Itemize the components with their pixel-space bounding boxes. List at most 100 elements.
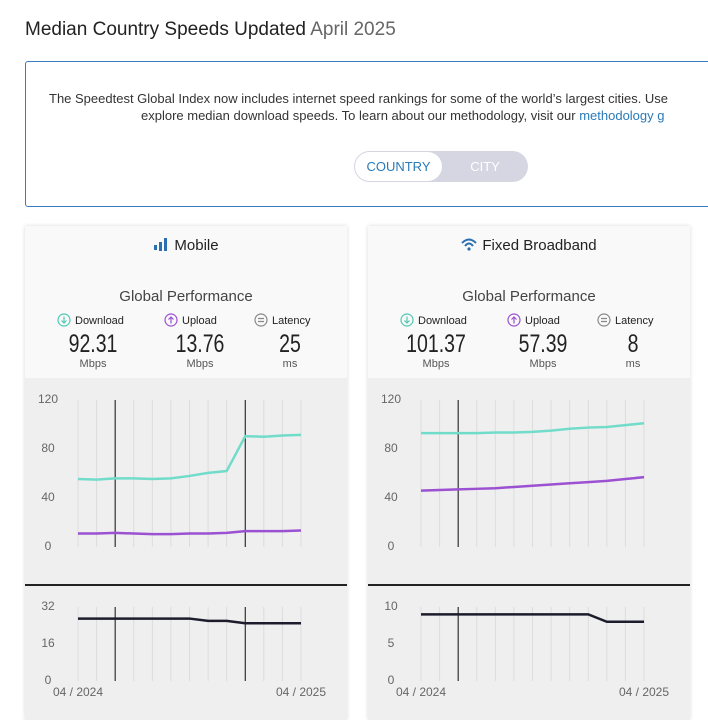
icon-arrow: [601, 317, 607, 323]
icon-arc: [461, 238, 478, 244]
data-line: [421, 422, 645, 435]
y-tick-label: 80: [41, 441, 55, 455]
icon-arrow: [404, 316, 410, 324]
x-tick-label: 04 / 2025: [619, 685, 669, 699]
icon-arrow: [61, 316, 67, 324]
icon-bar: [154, 245, 158, 250]
metric-label-text: Latency: [272, 315, 311, 327]
y-tick-label: 0: [388, 539, 395, 553]
metric-icon: [57, 313, 71, 327]
metric-label: Upload: [507, 313, 560, 327]
icon-circle: [164, 313, 178, 327]
y-tick-label: 40: [384, 490, 398, 504]
metric-label-text: Download: [75, 315, 124, 327]
chart: 0 40 80 120: [368, 378, 690, 584]
data-line: [77, 433, 302, 481]
y-tick-label: 120: [381, 392, 401, 406]
panel-title-text: Fixed Broadband: [482, 237, 597, 254]
y-tick-label: 10: [384, 599, 398, 613]
metric-unit: ms: [282, 358, 298, 370]
chart: 0 40 80 120: [25, 378, 347, 584]
data-line: [421, 613, 644, 624]
panel: Fixed Broadband Global Performance Downloa…: [368, 226, 690, 720]
chart-background: [368, 378, 690, 584]
metric-label: Latency: [254, 313, 311, 327]
chart: 0 16 32 04 / 2024 04 / 2025: [25, 586, 347, 720]
y-tick-label: 0: [45, 673, 52, 687]
icon-circle: [400, 313, 414, 327]
metric-unit: Mbps: [422, 358, 450, 370]
icon-arrow: [511, 316, 517, 324]
y-tick-label: 32: [41, 599, 55, 613]
data-line: [78, 617, 301, 625]
metric-label: Upload: [164, 313, 217, 327]
intro-box: The Speedtest Global Index now includes …: [25, 61, 708, 207]
metric-icon: [400, 313, 414, 327]
title-date: April 2025: [310, 19, 396, 40]
y-tick-label: 5: [388, 636, 395, 650]
chart: 0 5 10 04 / 2024 04 / 2025: [368, 586, 690, 720]
region-toggle: COUNTRY CITY: [354, 151, 528, 182]
metric-value: 101.37: [406, 330, 466, 358]
chart-separator: [368, 584, 690, 586]
y-tick-label: 0: [45, 539, 52, 553]
panel-title: Mobile: [25, 237, 347, 254]
metric-label-text: Upload: [525, 315, 560, 327]
metric-unit: ms: [625, 358, 641, 370]
data-line: [420, 475, 645, 492]
page-title: Median Country Speeds Updated April 2025: [25, 19, 396, 41]
panel-subtitle: Global Performance: [462, 288, 596, 305]
icon-circle: [597, 313, 611, 327]
y-tick-label: 80: [384, 441, 398, 455]
intro-text: The Speedtest Global Index now includes …: [49, 91, 669, 106]
icon-dot: [467, 247, 471, 251]
chart-separator: [25, 584, 347, 586]
metric-label: Latency: [597, 313, 654, 327]
chart-background: [368, 586, 690, 720]
metric-value: 57.39: [518, 330, 568, 358]
panel: Mobile Global Performance Download 92.31 Mbp…: [25, 226, 347, 720]
panel-title: Fixed Broadband: [368, 237, 690, 254]
metric-icon: [597, 313, 611, 327]
icon-arrow: [258, 317, 264, 323]
metric-value: 8: [627, 330, 639, 358]
icon-circle: [254, 313, 268, 327]
metric-value: 13.76: [175, 330, 225, 358]
metric-value: 25: [279, 330, 301, 358]
icon-arc: [464, 242, 475, 247]
metric-label-text: Download: [418, 315, 467, 327]
metric-unit: Mbps: [529, 358, 557, 370]
metric-icon: [164, 313, 178, 327]
title-text: Median Country Speeds Updated: [25, 19, 306, 40]
panel-title-text: Mobile: [174, 237, 219, 254]
metric-value: 92.31: [68, 330, 118, 358]
chart-background: [25, 378, 347, 584]
metric-icon: [507, 313, 521, 327]
y-tick-label: 40: [41, 490, 55, 504]
y-tick-label: 120: [38, 392, 58, 406]
methodology-link[interactable]: methodology g: [579, 108, 665, 123]
metric-unit: Mbps: [186, 358, 214, 370]
x-tick-label: 04 / 2024: [396, 685, 446, 699]
metric-label: Download: [400, 313, 467, 327]
y-tick-label: 0: [388, 673, 395, 687]
toggle-country[interactable]: COUNTRY: [355, 152, 442, 181]
icon-bar: [164, 238, 168, 251]
icon-arrow: [168, 316, 174, 324]
intro-text: explore median download speeds. To learn…: [141, 108, 664, 123]
panel-icon: [154, 238, 168, 251]
metric-unit: Mbps: [79, 358, 107, 370]
icon-circle: [57, 313, 71, 327]
panel-subtitle: Global Performance: [119, 288, 253, 305]
panel-icon: [461, 238, 478, 251]
metric-label-text: Latency: [615, 315, 654, 327]
metric-label: Download: [57, 313, 124, 327]
x-tick-label: 04 / 2025: [276, 685, 326, 699]
metric-label-text: Upload: [182, 315, 217, 327]
icon-circle: [507, 313, 521, 327]
x-tick-label: 04 / 2024: [53, 685, 103, 699]
toggle-city[interactable]: CITY: [470, 159, 500, 174]
chart-background: [25, 586, 347, 720]
intro-text: explore median download speeds. To learn…: [141, 108, 576, 123]
